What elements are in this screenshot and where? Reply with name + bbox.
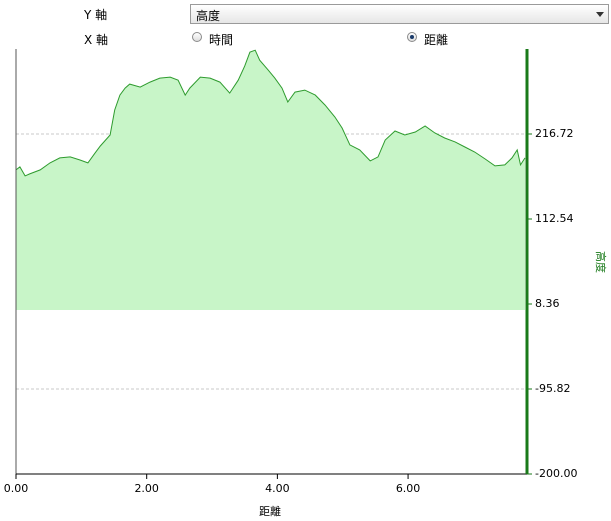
radio-label[interactable]: 時間 (209, 33, 234, 47)
radio-button[interactable] (407, 32, 417, 42)
x-tick-label: 0.00 (4, 482, 29, 495)
line (15, 49, 526, 177)
y-tick-label: 216.72 (535, 127, 574, 140)
y-tick-label: -95.82 (535, 382, 570, 395)
y-tick-label: 112.54 (535, 212, 574, 225)
radio-label[interactable]: 距離 (424, 33, 449, 47)
x-tick-label: 2.00 (134, 482, 159, 495)
y-axis-select[interactable]: 高度 (190, 4, 609, 24)
dropdown-arrow (596, 12, 604, 17)
x-axis-title: 距離 (259, 504, 281, 518)
y-tick-label: 8.36 (535, 297, 560, 310)
x-tick-label: 4.00 (265, 482, 290, 495)
radio-button[interactable] (192, 32, 202, 42)
x-axis-label: X 軸 (84, 33, 109, 47)
area (16, 50, 525, 310)
y-tick-label: -200.00 (535, 467, 577, 480)
x-tick-label: 6.00 (396, 482, 421, 495)
y-axis-label: Y 軸 (84, 8, 108, 22)
select-value: 高度 (196, 9, 221, 23)
y-axis-title: 高度 (594, 251, 608, 273)
